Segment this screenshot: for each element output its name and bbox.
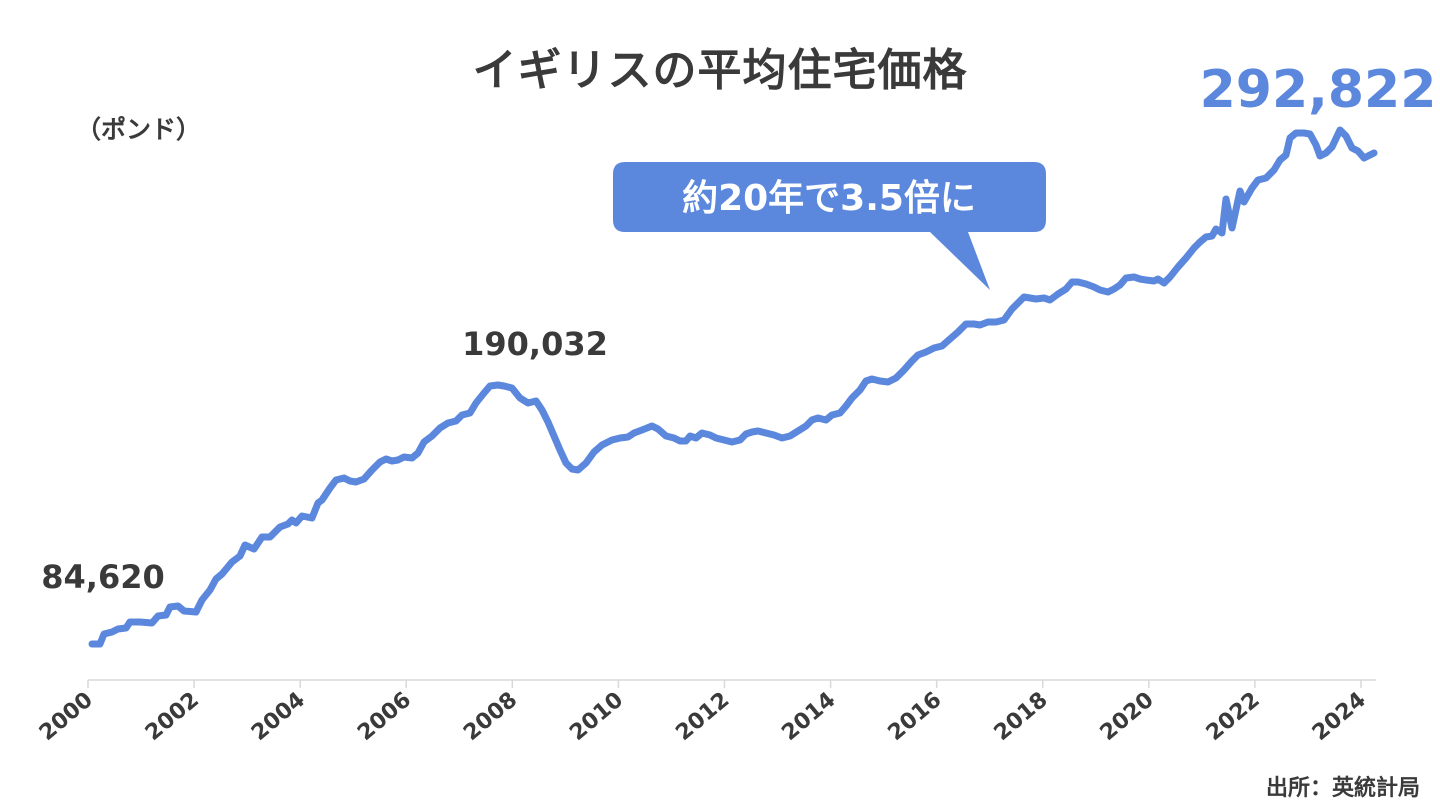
peak-value-label: 190,032 bbox=[462, 325, 608, 363]
x-tick-label: 2018 bbox=[990, 687, 1053, 746]
x-tick-label: 2004 bbox=[247, 687, 310, 746]
x-tick-label: 2020 bbox=[1096, 687, 1159, 746]
x-tick-label: 2000 bbox=[35, 687, 98, 746]
source-note: 出所：英統計局 bbox=[1265, 776, 1420, 801]
latest-value-label: 292,822 bbox=[1200, 60, 1437, 120]
x-tick-label: 2024 bbox=[1308, 687, 1371, 746]
x-axis-tick-labels: 2000 2002 2004 2006 2008 2010 2012 2014 2016 2018… bbox=[35, 687, 1371, 746]
callout-text: 約20年で3.5倍に bbox=[682, 178, 976, 219]
start-value-label: 84,620 bbox=[41, 558, 164, 596]
callout-shape bbox=[613, 162, 1046, 290]
x-tick-label: 2002 bbox=[141, 687, 204, 746]
y-axis-unit-label: （ポンド） bbox=[76, 115, 202, 144]
x-tick-label: 2016 bbox=[884, 687, 947, 746]
house-price-line bbox=[88, 126, 1378, 648]
chart-title: イギリスの平均住宅価格 bbox=[472, 45, 968, 96]
x-tick-label: 2012 bbox=[671, 687, 734, 746]
callout-bubble: 約20年で3.5倍に bbox=[613, 162, 1046, 290]
x-axis-ticks bbox=[87, 680, 1362, 688]
x-tick-label: 2006 bbox=[353, 687, 416, 746]
x-tick-label: 2010 bbox=[565, 687, 628, 746]
x-tick-label: 2014 bbox=[777, 687, 840, 746]
x-tick-label: 2008 bbox=[459, 687, 522, 746]
x-tick-label: 2022 bbox=[1202, 687, 1265, 746]
